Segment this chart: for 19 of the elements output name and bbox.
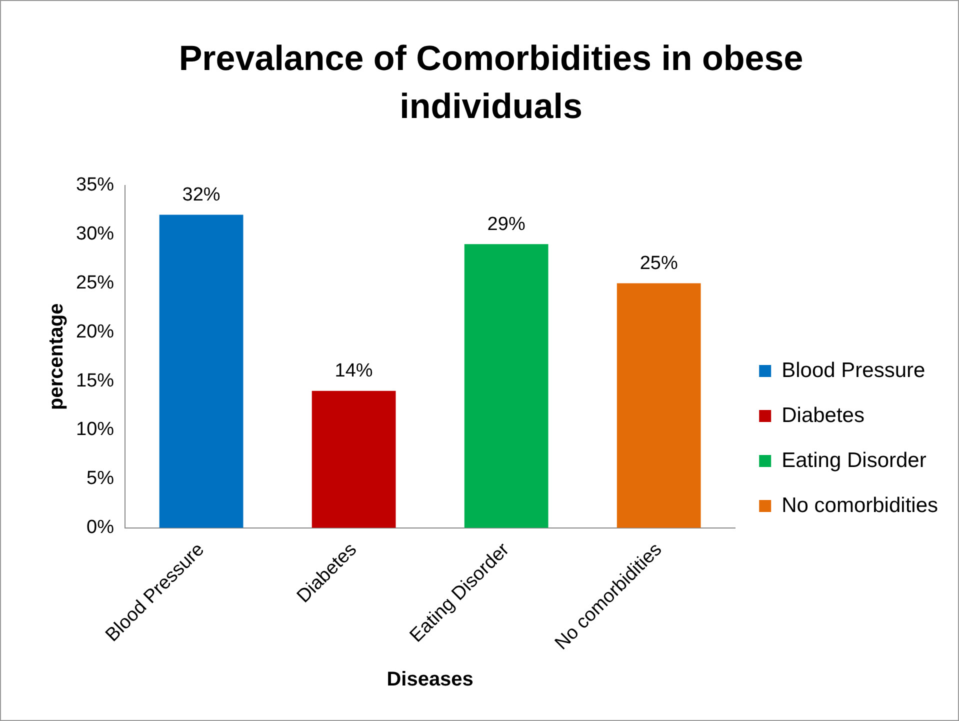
y-tick-label: 25% — [76, 272, 114, 294]
y-tick-label: 20% — [76, 321, 114, 342]
y-tick-label: 10% — [76, 419, 114, 440]
x-axis-title: Diseases — [386, 668, 474, 691]
legend-label: Blood Pressure — [782, 358, 926, 382]
data-label: 29% — [487, 214, 526, 235]
y-tick-label: 5% — [86, 468, 114, 490]
data-label: 32% — [182, 184, 220, 206]
y-axis-title: percentage — [46, 303, 68, 410]
legend-label: No comorbidities — [782, 494, 938, 517]
legend-label: Eating Disorder — [782, 448, 926, 472]
y-tick-label: 30% — [76, 224, 114, 245]
y-tick-label: 0% — [86, 517, 114, 538]
legend-label: Diabetes — [782, 404, 864, 427]
chart-title: Prevalance of Comorbidities in obese individuals — [178, 38, 804, 128]
y-tick-label: 15% — [76, 370, 114, 392]
y-tick-label: 35% — [76, 174, 114, 196]
data-label: 25% — [640, 252, 678, 274]
data-label: 14% — [334, 360, 373, 382]
